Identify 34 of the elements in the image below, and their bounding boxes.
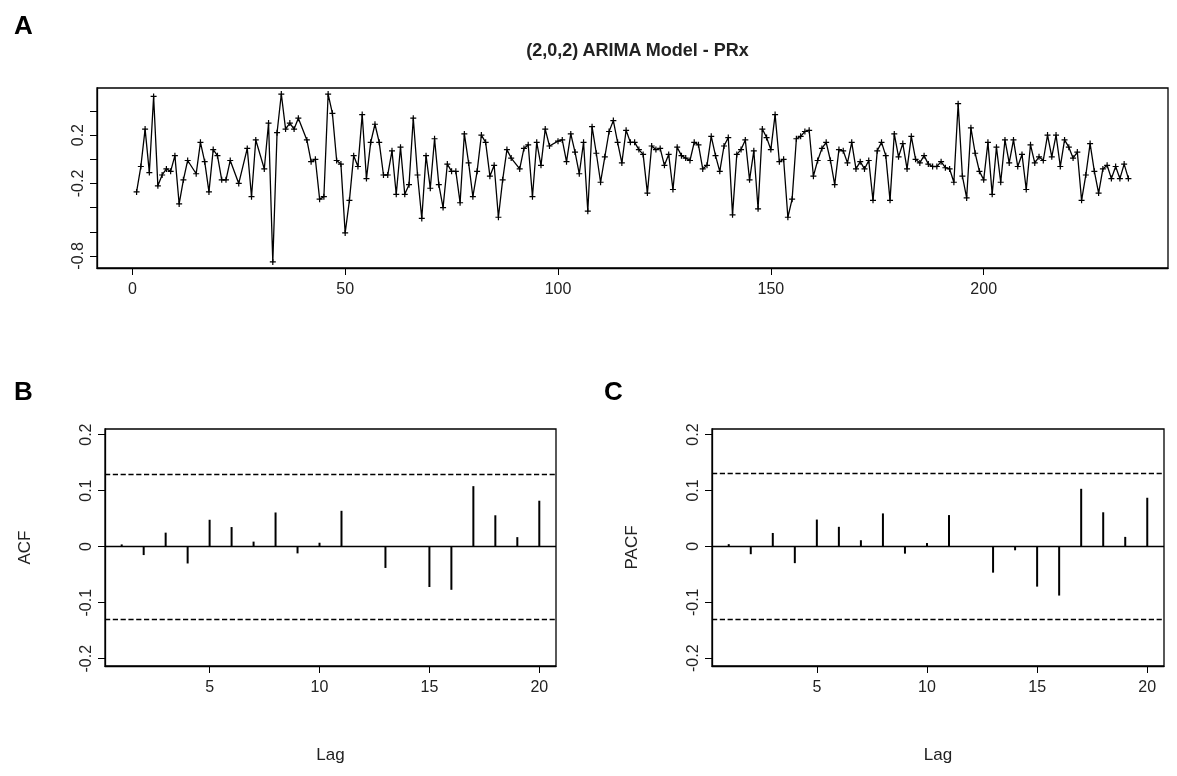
text: C <box>604 376 623 406</box>
y-tick-label: -0.1 <box>76 588 94 617</box>
y-axis-title: ACF <box>15 530 34 565</box>
x-tick-label: 50 <box>336 279 355 297</box>
x-axis-title: Lag <box>316 745 345 764</box>
y-tick-label: 0.1 <box>683 479 701 502</box>
x-tick-label: 5 <box>205 677 215 695</box>
y-tick-label: -0.8 <box>68 242 86 270</box>
y-tick-label: 0 <box>683 541 701 551</box>
y-tick-label: 0.2 <box>683 423 701 446</box>
x-tick-label: 10 <box>310 677 329 695</box>
x-tick-label: 0 <box>127 279 137 297</box>
x-tick-label: 5 <box>812 677 822 695</box>
y-tick-label: -0.2 <box>683 644 701 672</box>
x-tick-label: 15 <box>1028 677 1047 695</box>
y-axis-title: PACF <box>622 525 641 570</box>
y-tick-label: 0.2 <box>68 123 86 147</box>
x-axis-title: Lag <box>923 745 953 764</box>
x-tick-label: 20 <box>1138 677 1157 695</box>
y-tick-label: -0.2 <box>76 644 94 673</box>
y-tick-label: 0.2 <box>76 423 94 446</box>
text: B <box>14 376 33 406</box>
x-tick-label: 15 <box>420 677 439 695</box>
x-tick-label: 150 <box>757 279 785 297</box>
x-tick-label: 20 <box>530 677 549 695</box>
chart-title: (2,0,2) ARIMA Model - PRx <box>526 40 749 60</box>
y-tick-label: -0.2 <box>68 169 86 198</box>
text: A <box>14 10 33 40</box>
y-tick-label: -0.1 <box>683 588 701 617</box>
x-tick-label: 100 <box>544 279 572 297</box>
y-tick-label: 0 <box>76 542 94 552</box>
x-tick-label: 10 <box>918 677 936 695</box>
x-tick-label: 200 <box>970 279 998 297</box>
y-tick-label: 0.1 <box>76 479 94 502</box>
